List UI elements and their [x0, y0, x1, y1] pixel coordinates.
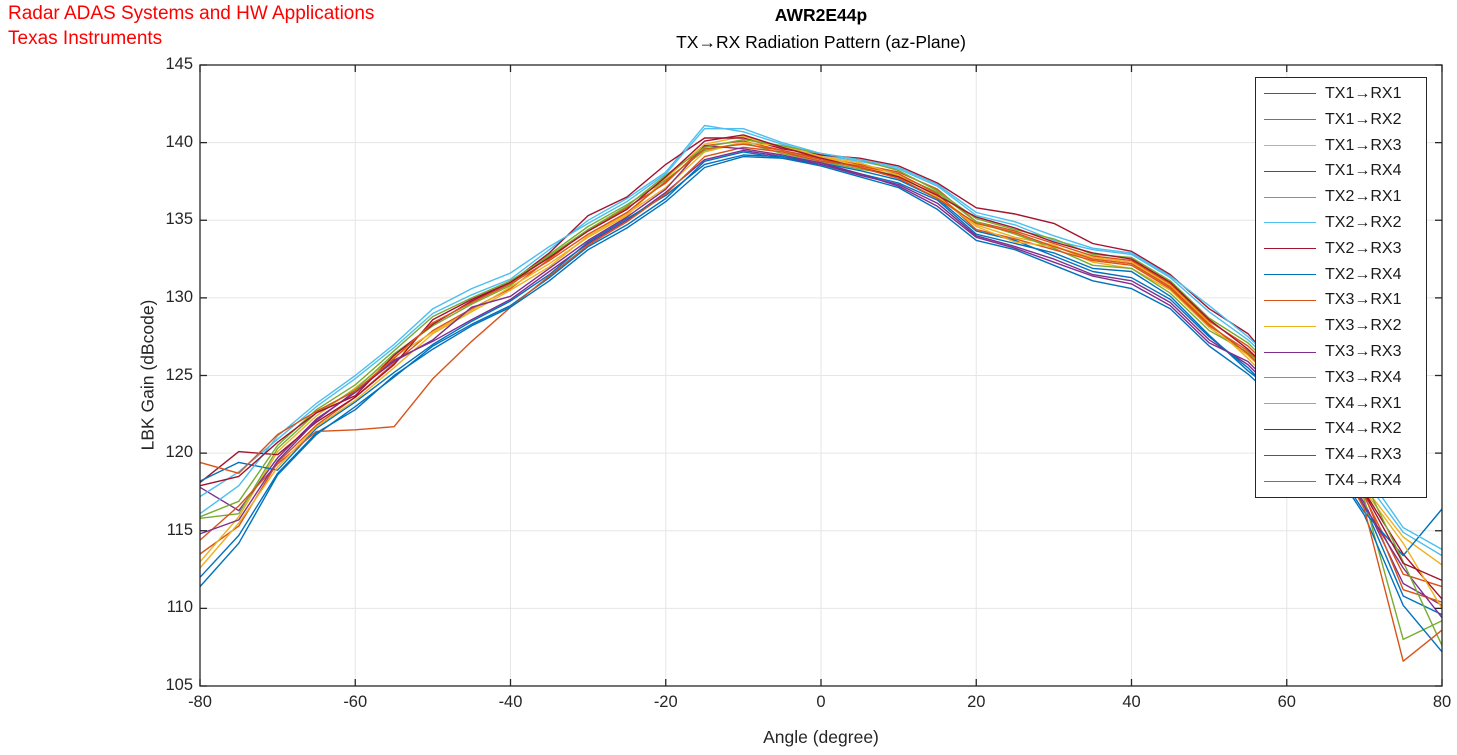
legend-label: TX3→RX4 [1325, 368, 1402, 386]
legend-line-swatch [1264, 170, 1316, 172]
annotation-line-2: Texas Instruments [8, 28, 163, 49]
legend-item-tx3-rx2: TX3→RX2 [1256, 314, 1426, 338]
chart-title: AWR2E44p [774, 5, 868, 25]
series-line-tx4-rx1 [199, 127, 1443, 551]
legend-label: TX3→RX2 [1325, 317, 1402, 335]
chart-subtitle: TX→RX Radiation Pattern (az-Plane) [676, 32, 966, 52]
legend-label: TX2→RX3 [1325, 239, 1402, 257]
x-tick-label--60: -60 [343, 693, 368, 711]
legend: TX1→RX1 TX1→RX2 TX1→RX3 TX1→RX4 TX2→RX1 TX2→R… [1255, 77, 1427, 498]
legend-label: TX1→RX1 [1325, 84, 1402, 102]
legend-label: TX4→RX4 [1325, 472, 1402, 490]
legend-line-swatch [1264, 454, 1316, 456]
legend-item-tx1-rx2: TX1→RX2 [1256, 108, 1426, 132]
figure-annotation: Radar ADAS Systems and HW Applications T… [8, 1, 374, 51]
legend-line-swatch [1264, 403, 1316, 405]
y-axis-label: LBK Gain (dBcode) [137, 299, 158, 451]
legend-line-swatch [1264, 480, 1316, 482]
y-tick-label-130: 130 [165, 287, 193, 306]
series-line-tx4-rx3 [199, 155, 1443, 653]
legend-item-tx3-rx3: TX3→RX3 [1256, 340, 1426, 364]
x-tick-label-40: 40 [1122, 693, 1141, 711]
x-tick-label-80: 80 [1432, 693, 1452, 711]
x-tick-label--40: -40 [498, 693, 523, 711]
y-tick-label-115: 115 [166, 520, 193, 539]
legend-item-tx3-rx1: TX3→RX1 [1256, 288, 1426, 312]
y-tick-label-125: 125 [165, 365, 193, 384]
legend-line-swatch [1264, 119, 1316, 121]
legend-label: TX4→RX3 [1325, 446, 1402, 464]
y-tick-label-105: 105 [165, 676, 193, 694]
legend-line-swatch [1264, 196, 1316, 198]
legend-line-swatch [1264, 299, 1316, 301]
legend-line-swatch [1264, 351, 1316, 353]
legend-item-tx1-rx4: TX1→RX4 [1256, 159, 1426, 183]
series-line-tx4-rx2 [199, 134, 1443, 582]
legend-item-tx1-rx3: TX1→RX3 [1256, 134, 1426, 158]
series-line-tx4-rx4 [199, 143, 1443, 662]
legend-label: TX2→RX1 [1325, 188, 1402, 206]
x-axis-label: Angle (degree) [763, 727, 879, 747]
legend-line-swatch [1264, 248, 1316, 250]
x-tick-label-0: 0 [816, 693, 826, 711]
legend-label: TX4→RX1 [1325, 394, 1402, 412]
legend-label: TX2→RX2 [1325, 213, 1402, 231]
legend-line-swatch [1264, 145, 1316, 147]
legend-item-tx3-rx4: TX3→RX4 [1256, 366, 1426, 390]
series-line-tx3-rx3 [199, 144, 1443, 619]
legend-item-tx2-rx3: TX2→RX3 [1256, 237, 1426, 261]
y-tick-label-135: 135 [165, 210, 193, 229]
legend-item-tx4-rx1: TX4→RX1 [1256, 392, 1426, 416]
legend-label: TX1→RX2 [1325, 110, 1402, 128]
legend-line-swatch [1264, 325, 1316, 327]
legend-label: TX1→RX3 [1325, 136, 1402, 154]
x-tick-label-60: 60 [1277, 693, 1296, 711]
legend-label: TX3→RX3 [1325, 343, 1402, 361]
legend-item-tx4-rx4: TX4→RX4 [1256, 469, 1426, 493]
y-tick-label-140: 140 [165, 132, 193, 151]
legend-line-swatch [1264, 222, 1316, 224]
legend-line-swatch [1264, 93, 1316, 95]
legend-item-tx2-rx2: TX2→RX2 [1256, 211, 1426, 235]
legend-label: TX4→RX2 [1325, 420, 1402, 438]
legend-line-swatch [1264, 377, 1316, 379]
legend-label: TX3→RX1 [1325, 291, 1402, 309]
series-line-tx3-rx2 [199, 141, 1443, 609]
legend-item-tx4-rx3: TX4→RX3 [1256, 443, 1426, 467]
legend-item-tx4-rx2: TX4→RX2 [1256, 417, 1426, 441]
legend-label: TX2→RX4 [1325, 265, 1402, 283]
legend-label: TX1→RX4 [1325, 162, 1402, 180]
legend-item-tx2-rx4: TX2→RX4 [1256, 263, 1426, 287]
legend-line-swatch [1264, 428, 1316, 430]
series-line-tx3-rx1 [199, 146, 1443, 603]
legend-item-tx1-rx1: TX1→RX1 [1256, 82, 1426, 106]
y-tick-label-145: 145 [165, 55, 193, 73]
legend-item-tx2-rx1: TX2→RX1 [1256, 185, 1426, 209]
x-tick-label--80: -80 [188, 693, 212, 711]
annotation-line-1: Radar ADAS Systems and HW Applications [8, 3, 375, 24]
y-tick-label-120: 120 [165, 443, 193, 462]
x-tick-label-20: 20 [967, 693, 986, 711]
series-line-tx2-rx3 [199, 137, 1443, 600]
x-tick-label--20: -20 [653, 693, 678, 711]
legend-line-swatch [1264, 274, 1316, 276]
y-tick-label-110: 110 [166, 598, 193, 617]
